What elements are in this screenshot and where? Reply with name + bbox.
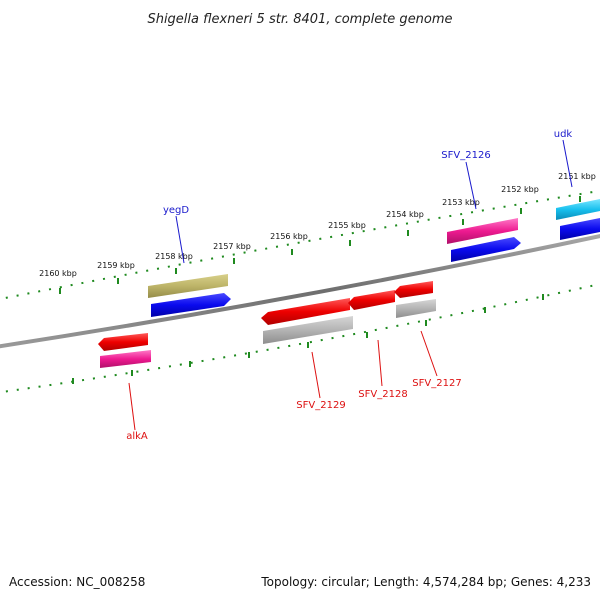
tick-label-2153: 2153 kbp	[442, 198, 480, 207]
accession-text: Accession: NC_008258	[9, 575, 145, 589]
gene-label-udk[interactable]: udk	[554, 129, 573, 140]
leader-lines	[128, 139, 573, 431]
tick-label-2151: 2151 kbp	[558, 172, 596, 181]
udk-leader	[562, 139, 573, 188]
yegD-leader	[175, 215, 185, 264]
gene-label-SFV_2129[interactable]: SFV_2129	[296, 400, 345, 411]
topology-text: Topology: circular; Length: 4,574,284 bp…	[260, 575, 591, 589]
gene-SFV_2126-bar[interactable]	[447, 218, 518, 244]
SFV_2127-leader	[420, 330, 438, 377]
gene-udk-bar[interactable]	[556, 199, 600, 220]
tick-label-2152: 2152 kbp	[501, 185, 539, 194]
gene-SFV_2128-cds-arrow[interactable]	[348, 290, 395, 310]
SFV_2126-leader	[465, 161, 477, 210]
map-title: Shigella flexneri 5 str. 8401, complete …	[147, 12, 452, 27]
gene-label-SFV_2126[interactable]: SFV_2126	[441, 150, 490, 161]
tick-label-2154: 2154 kbp	[386, 210, 424, 219]
gene-label-SFV_2127[interactable]: SFV_2127	[412, 378, 461, 389]
forward-features	[148, 199, 600, 317]
gene-SFV_2129-cds-arrow[interactable]	[261, 298, 350, 325]
gene-label-SFV_2128[interactable]: SFV_2128	[358, 389, 407, 400]
tick-label-2160: 2160 kbp	[39, 269, 77, 278]
tick-label-2157: 2157 kbp	[213, 242, 251, 251]
tick-label-2159: 2159 kbp	[97, 261, 135, 270]
ruler-tick-labels: 2160 kbp 2159 kbp 2158 kbp 2157 kbp 2156…	[39, 172, 596, 278]
gene-SFV_2126-cds-arrow[interactable]	[451, 237, 521, 262]
gene-yegD-cds-arrow[interactable]	[151, 293, 231, 317]
gene-SFV_2127-cds-arrow[interactable]	[394, 281, 433, 298]
inner-ruler-track	[0, 283, 600, 394]
gene-alkA-cds-arrow[interactable]	[98, 333, 148, 351]
inner-ruler-major-ticks	[72, 294, 544, 384]
gene-labels: yegD SFV_2126 udk alkA SFV_2129 SFV_2128…	[126, 129, 572, 442]
gene-label-alkA[interactable]: alkA	[126, 431, 148, 442]
gene-alkA-bar[interactable]	[100, 350, 151, 368]
gene-yegD-bar[interactable]	[148, 274, 228, 298]
gene-SFV_2127-bar[interactable]	[396, 299, 436, 318]
reverse-features	[98, 281, 436, 368]
SFV_2129-leader	[311, 351, 321, 399]
gene-SFV_2129-bar[interactable]	[263, 316, 353, 344]
tick-label-2156: 2156 kbp	[270, 232, 308, 241]
genome-backbone	[0, 234, 600, 349]
gene-label-yegD[interactable]: yegD	[163, 205, 189, 216]
SFV_2128-leader	[377, 339, 383, 387]
alkA-leader	[128, 382, 136, 431]
gene-udk-cds-arrow[interactable]	[560, 218, 600, 240]
tick-label-2155: 2155 kbp	[328, 221, 366, 230]
outer-ruler-major-ticks	[59, 196, 581, 294]
tick-label-2158: 2158 kbp	[155, 252, 193, 261]
